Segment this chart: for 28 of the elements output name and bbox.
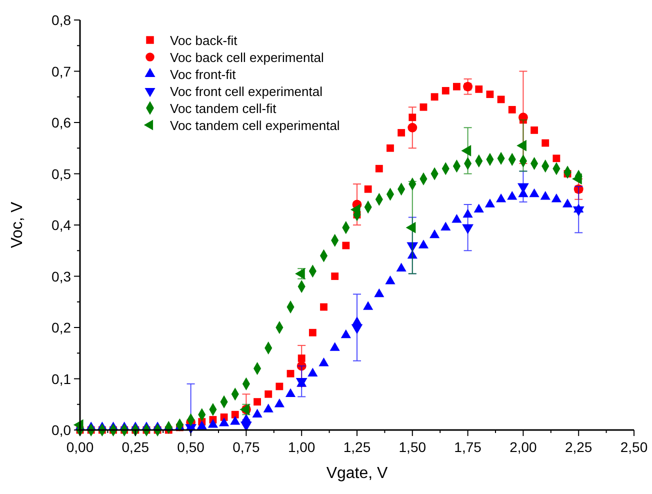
y-tick-label: 0,3 bbox=[52, 268, 72, 284]
x-tick-label: 2,25 bbox=[564, 439, 592, 455]
x-tick-label: 1,25 bbox=[343, 439, 371, 455]
x-tick-label: 0,50 bbox=[177, 439, 205, 455]
x-tick-label: 0,00 bbox=[66, 439, 94, 455]
x-tick-label: 1,75 bbox=[454, 439, 482, 455]
x-tick-label: 0,25 bbox=[122, 439, 150, 455]
y-tick-label: 0,5 bbox=[52, 166, 72, 182]
y-tick-label: 0,4 bbox=[52, 217, 72, 233]
legend-label: Voc front cell experimental bbox=[170, 84, 323, 99]
x-axis-title: Vgate, V bbox=[326, 465, 388, 482]
y-axis-title: Voc, V bbox=[9, 202, 26, 248]
x-tick-label: 0,75 bbox=[232, 439, 260, 455]
y-tick-label: 0,7 bbox=[52, 63, 72, 80]
y-tick-label: 0,2 bbox=[52, 320, 72, 336]
x-tick-label: 1,00 bbox=[288, 439, 316, 455]
legend-label: Voc tandem cell-fit bbox=[170, 101, 277, 116]
y-tick-label: 0,8 bbox=[52, 12, 72, 28]
x-tick-label: 2,50 bbox=[620, 439, 648, 455]
legend-label: Voc back-fit bbox=[170, 33, 238, 48]
legend-label: Voc front-fit bbox=[170, 67, 236, 82]
legend-label: Voc tandem cell experimental bbox=[170, 118, 340, 133]
y-tick-label: 0,6 bbox=[52, 114, 72, 130]
x-tick-label: 1,50 bbox=[398, 439, 426, 455]
legend-label: Voc back cell experimental bbox=[170, 50, 324, 65]
y-tick-label: 0,1 bbox=[52, 370, 72, 387]
y-tick-label: 0,0 bbox=[52, 422, 72, 438]
x-tick-label: 2,00 bbox=[510, 439, 538, 455]
